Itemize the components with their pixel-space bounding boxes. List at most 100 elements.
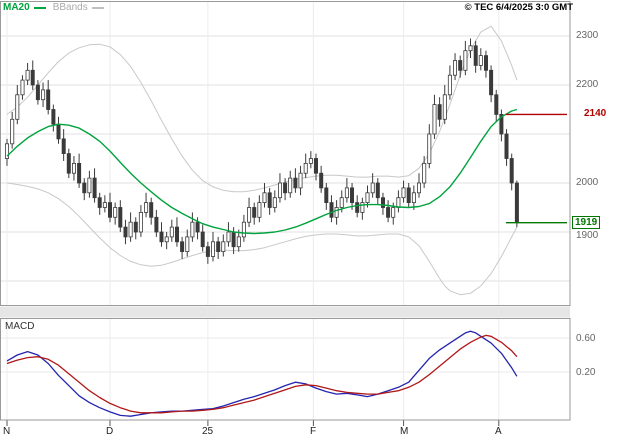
macd-axis-label-020: 0.20 [576,367,596,378]
candle-body [499,114,504,135]
candle-body [437,104,442,120]
candle-body [247,207,252,223]
candle-body [92,177,97,199]
price-axis-label-2200: 2200 [576,79,599,90]
candle-body [447,74,452,96]
candle-body [133,221,138,233]
candle-body [427,133,432,164]
candle-body [355,202,360,213]
resistance-level-label: 2140 [584,108,607,119]
candle-body [411,192,416,204]
candle-body [231,231,236,248]
candle-body [509,158,514,184]
candle-body [174,226,179,243]
candle-body [5,143,10,159]
candle-body [61,138,66,154]
candle-body [149,202,154,218]
x-axis-label-mar: M [400,426,409,437]
x-axis-label-jan25: 25 [202,426,214,437]
candle-body [97,197,102,208]
candle-body [380,197,385,208]
candle-body [51,109,56,125]
candle-body [236,236,241,248]
candle-body [72,162,77,174]
macd-panel-border [0,318,571,421]
candle-body [324,187,329,203]
candle-body [489,69,494,96]
legend: MA20 BBands [3,2,108,13]
candle-body [514,182,519,224]
macd-axis-label-060: 0.60 [576,333,596,344]
candle-body [46,89,51,110]
candle-body [87,177,92,194]
candle-body [283,182,288,194]
candle-body [128,221,133,238]
candle-body [30,69,35,86]
candle-body [360,202,365,213]
candle-body [458,60,463,71]
candle-body [494,94,499,115]
candle-body [267,192,272,208]
candle-body [82,182,87,194]
ma20-line-swatch-icon [33,6,46,9]
candle-body [35,84,40,101]
candle-body [463,50,468,71]
candle-body [20,79,25,96]
candle-body [422,162,427,184]
candle-body [308,158,313,164]
candle-body [293,177,298,189]
price-axis-label-1900: 1900 [576,230,599,241]
candle-body [396,197,401,208]
price-axis-label-2000: 2000 [576,177,599,188]
candle-body [144,202,149,213]
candle-body [241,221,246,238]
candle-body [200,231,205,248]
candle-body [298,172,303,189]
candle-body [123,226,128,238]
candle-body [138,211,143,233]
candle-body [365,192,370,204]
candle-body [190,221,195,238]
support-level-label: 1919 [572,216,601,229]
candle-body [118,207,123,228]
ma20-line [6,108,518,235]
candle-body [349,187,354,203]
candle-body [226,231,231,243]
candle-body [41,89,46,101]
candle-body [221,241,226,253]
candle-body [344,187,349,199]
candle-body [252,207,257,218]
candle-body [468,45,473,52]
panel-separator [0,306,570,318]
candle-body [205,246,210,257]
candle-body [216,241,221,253]
bbands-lower-line [6,182,518,296]
candle-body [416,182,421,194]
candle-body [25,69,30,81]
candle-body [56,123,61,140]
bbands-legend-label: BBands [52,2,88,13]
candle-body [375,182,380,199]
candle-body [77,162,82,184]
candle-body [66,153,71,174]
candle-body [262,192,267,204]
candle-body [406,187,411,203]
candle-body [319,172,324,189]
ma20-legend-label: MA20 [3,2,30,13]
price-axis-label-2300: 2300 [576,30,599,41]
candle-body [195,221,200,233]
macd-panel-label: MACD [5,321,35,332]
candle-body [108,202,113,218]
candle-body [391,207,396,218]
signal-line [6,334,518,414]
candle-body [334,207,339,218]
x-axis-label-nov: N [3,426,11,437]
candle-body [370,182,375,194]
candle-body [386,207,391,218]
candle-body [504,133,509,159]
candle-body [180,241,185,253]
candle-body [401,187,406,199]
x-axis-label-feb: F [310,426,317,437]
candle-body [432,104,437,135]
